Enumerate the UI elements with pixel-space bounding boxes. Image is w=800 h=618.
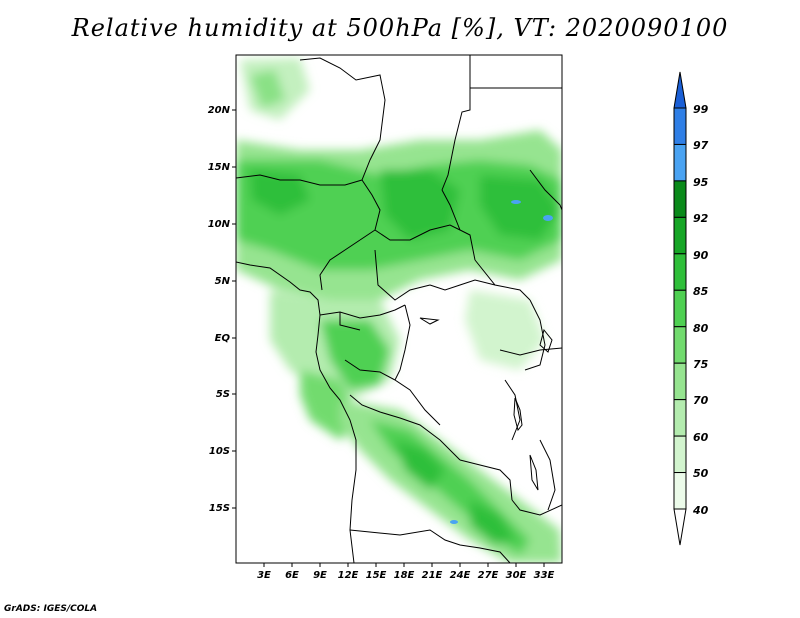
lon-label: 15E <box>366 570 387 581</box>
lat-label: 10N <box>208 219 231 230</box>
colorbar-label: 40 <box>692 504 709 517</box>
lon-label: 3E <box>257 570 271 581</box>
lat-label: EQ <box>215 333 231 344</box>
lon-label: 18E <box>394 570 415 581</box>
credit-label: GrADS: IGES/COLA <box>4 604 98 614</box>
colorbar-swatch <box>673 399 687 437</box>
lon-label: 6E <box>285 570 299 581</box>
colorbar-label: 50 <box>693 467 709 480</box>
colorbar: 99 97 95 92 90 85 80 75 70 60 50 40 <box>673 71 709 546</box>
colorbar-swatch <box>673 362 687 401</box>
colorbar-top-arrow <box>673 71 687 109</box>
colorbar-label: 60 <box>693 431 709 444</box>
colorbar-label: 95 <box>693 176 709 189</box>
lat-label: 10S <box>209 446 230 457</box>
colorbar-label: 80 <box>693 322 709 335</box>
lat-label: 15S <box>209 503 230 514</box>
colorbar-label: 90 <box>693 249 709 262</box>
lat-label: 15N <box>208 162 231 173</box>
lon-label: 27E <box>478 570 499 581</box>
colorbar-bottom-arrow <box>673 508 687 546</box>
colorbar-label: 75 <box>693 358 709 371</box>
map-title: Relative humidity at 500hPa [%], VT: 202… <box>71 14 729 42</box>
colorbar-label: 99 <box>693 103 709 116</box>
lon-label: 12E <box>338 570 359 581</box>
longitude-axis: 3E 6E 9E 12E 15E 18E 21E 24E 27E 30E 33E <box>257 570 554 581</box>
lat-label: 5S <box>216 389 230 400</box>
lon-label: 9E <box>313 570 327 581</box>
colorbar-label: 85 <box>693 285 709 298</box>
colorbar-swatch <box>673 143 687 182</box>
humidity-shading <box>236 58 562 563</box>
lon-label: 24E <box>450 570 471 581</box>
colorbar-label: 70 <box>693 394 709 407</box>
lat-label: 5N <box>215 276 231 287</box>
colorbar-swatch <box>673 180 687 218</box>
colorbar-swatch <box>673 435 687 474</box>
lon-label: 30E <box>506 570 527 581</box>
latitude-axis: 20N 15N 10N 5N EQ 5S 10S 15S <box>208 105 231 514</box>
colorbar-label: 97 <box>693 139 709 152</box>
lat-label: 20N <box>208 105 231 116</box>
colorbar-swatch <box>673 472 687 510</box>
country-borders <box>236 55 562 563</box>
colorbar-swatch <box>673 289 687 328</box>
lon-label: 21E <box>422 570 443 581</box>
colorbar-swatch <box>673 107 687 145</box>
colorbar-swatch <box>673 253 687 291</box>
lon-label: 33E <box>534 570 555 581</box>
colorbar-swatch <box>673 326 687 364</box>
colorbar-swatch <box>673 216 687 255</box>
colorbar-label: 92 <box>693 212 709 225</box>
